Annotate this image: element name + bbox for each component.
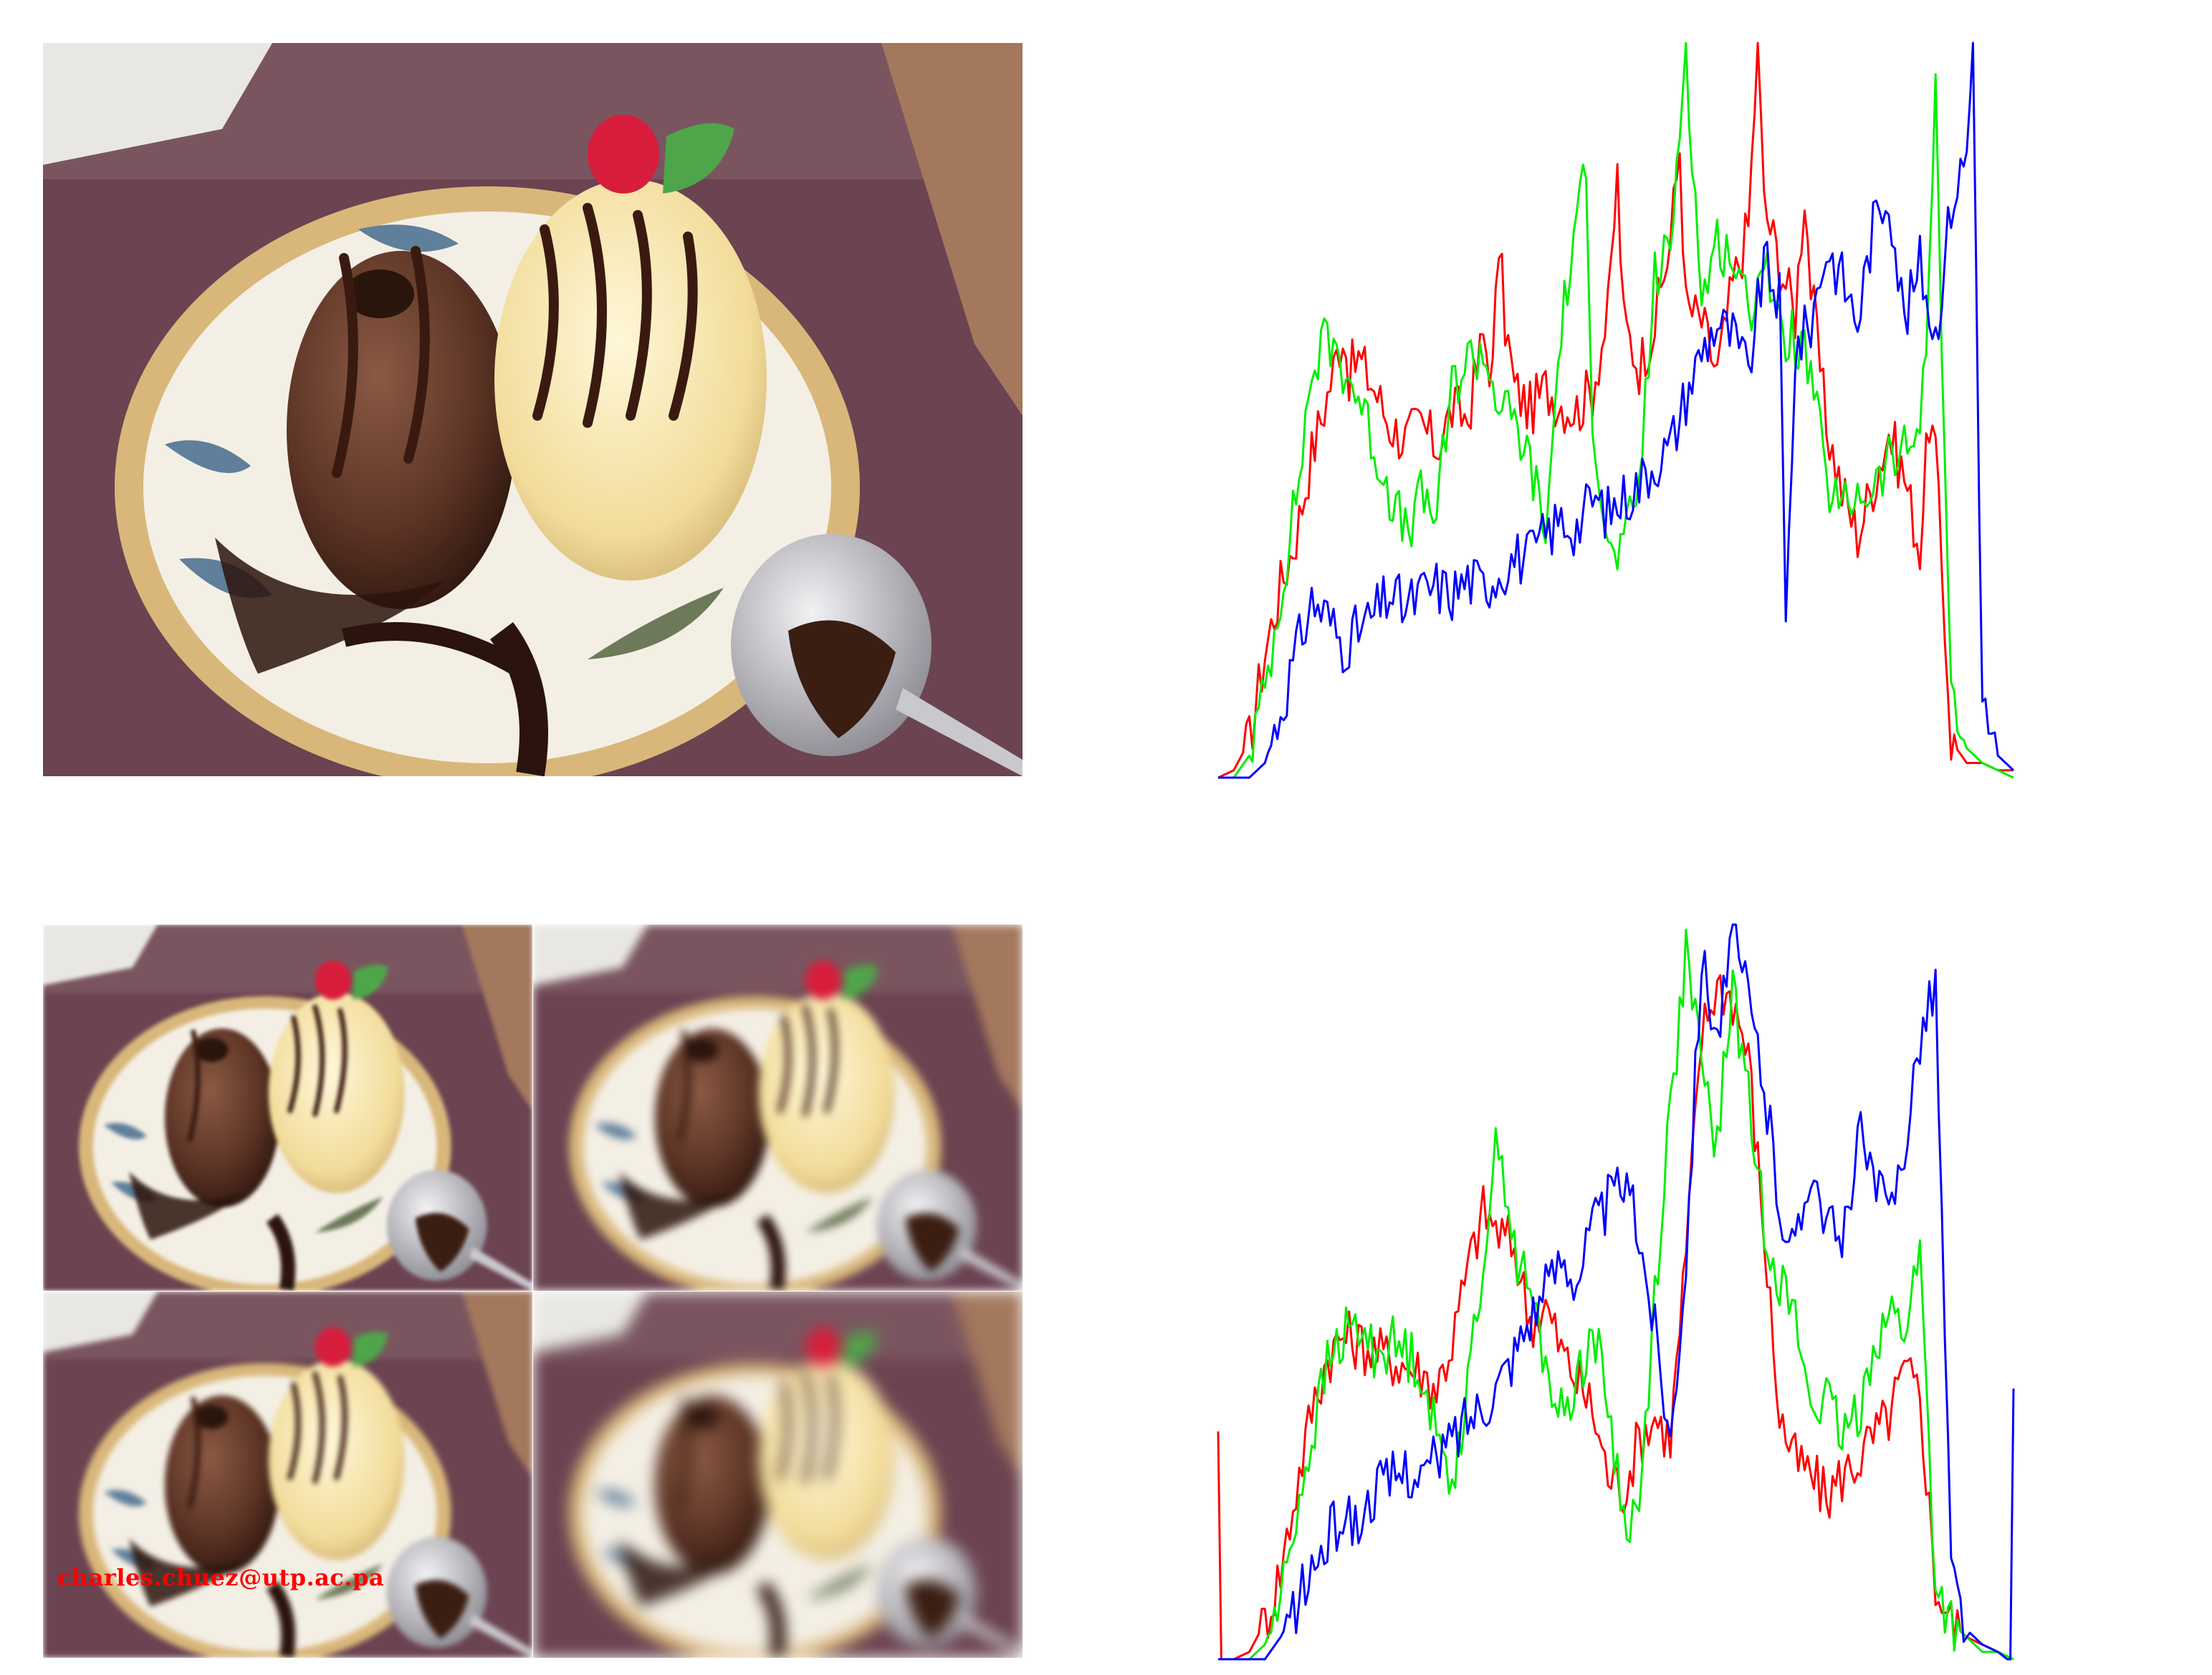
filtered-photo-2 — [533, 925, 1023, 1291]
green-channel-line — [1218, 42, 2014, 779]
histogram-plot — [1217, 42, 2015, 779]
filtered-photo-4 — [533, 1292, 1023, 1658]
rgb-histogram-original — [1217, 42, 2015, 779]
original-dessert-photo — [43, 43, 1023, 776]
green-channel-line — [1218, 928, 2014, 1661]
red-channel-line — [1217, 974, 2014, 1661]
blue-channel-line — [1218, 923, 2015, 1661]
dessert-illustration — [43, 43, 1023, 776]
red-channel-line — [1217, 42, 2014, 779]
histogram-plot — [1217, 923, 2015, 1661]
email-watermark: charles.chuez@utp.ac.pa — [57, 1564, 385, 1591]
blue-channel-line — [1218, 42, 2015, 779]
dessert-thumbnail — [533, 925, 1023, 1291]
filtered-photo-1 — [43, 925, 532, 1291]
filtered-dessert-photos-grid: charles.chuez@utp.ac.pa — [43, 925, 1023, 1658]
dessert-thumbnail — [43, 925, 532, 1291]
dessert-thumbnail — [43, 1292, 532, 1658]
filtered-photo-3: charles.chuez@utp.ac.pa — [43, 1292, 532, 1658]
dessert-thumbnail — [533, 1292, 1023, 1658]
rgb-histogram-filtered — [1217, 923, 2015, 1661]
